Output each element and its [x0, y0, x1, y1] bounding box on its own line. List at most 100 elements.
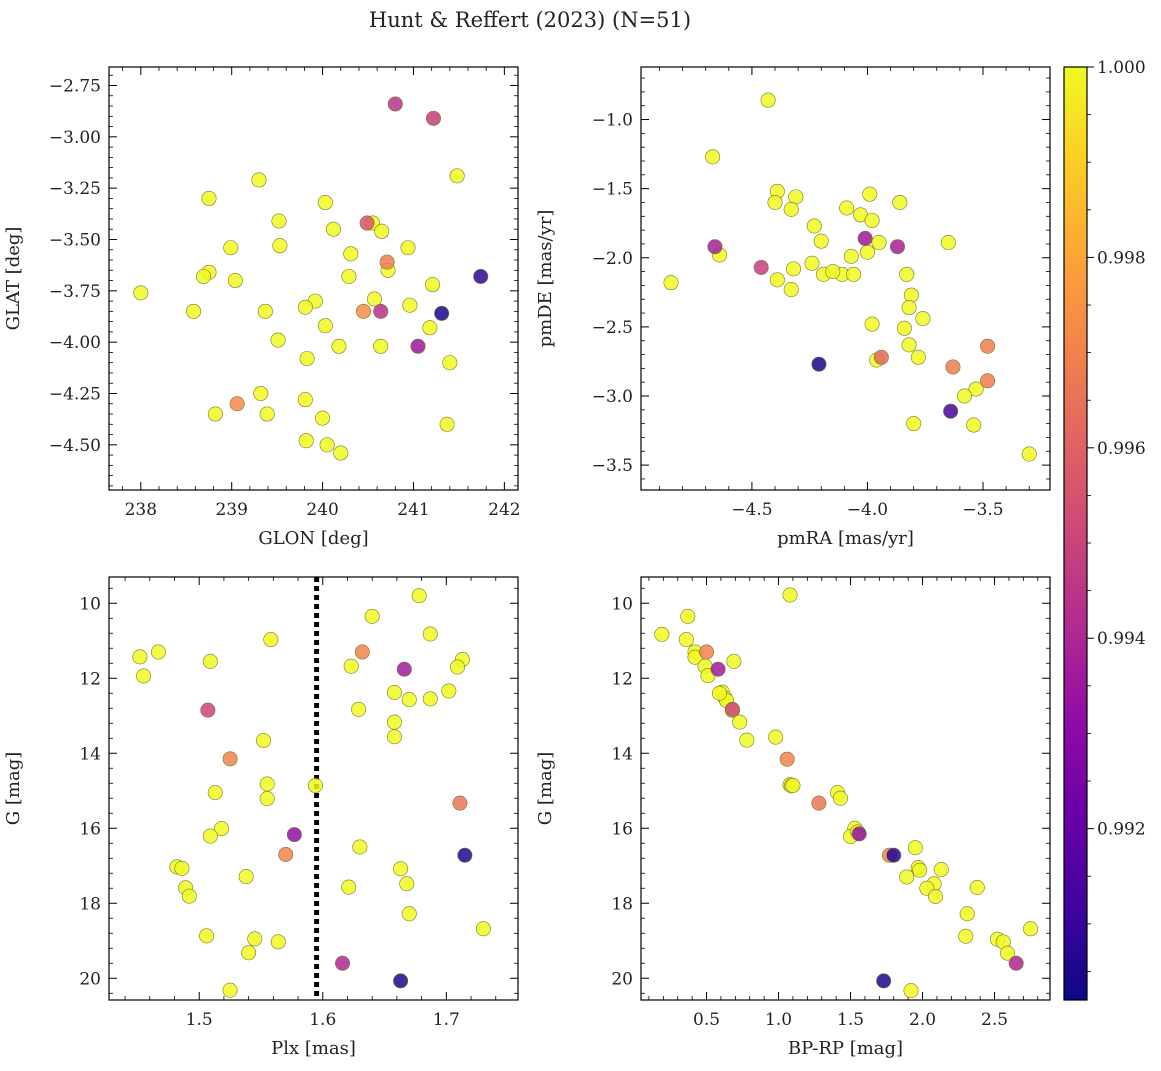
y-tick-label: −3.50: [49, 230, 101, 250]
scatter-point: [259, 791, 275, 807]
x-axis-label: BP-RP [mag]: [788, 1038, 903, 1059]
scatter-point: [202, 828, 218, 844]
scatter-point: [678, 632, 694, 648]
scatter-point: [876, 973, 892, 989]
colorbar-tick-label: 0.998: [1097, 248, 1146, 268]
figure-title: Hunt & Reffert (2023) (N=51): [369, 8, 691, 32]
scatter-point: [364, 608, 380, 624]
x-axis-label: Plx [mas]: [271, 1038, 356, 1059]
scatter-point: [259, 776, 275, 792]
x-tick-label: 239: [215, 500, 247, 520]
colorbar-tick-label: 0.992: [1097, 820, 1146, 840]
scatter-point: [307, 777, 323, 793]
y-tick-label: 18: [79, 894, 101, 914]
scatter-point: [352, 839, 368, 855]
scatter-point: [475, 921, 491, 937]
y-tick-label: 16: [611, 819, 633, 839]
scatter-point: [813, 233, 829, 249]
scatter-point: [739, 732, 755, 748]
scatter-point: [957, 388, 973, 404]
scatter-point: [783, 282, 799, 298]
scatter-point: [422, 691, 438, 707]
scatter-point: [229, 396, 245, 412]
y-axis-label: GLAT [deg]: [3, 227, 24, 331]
scatter-point: [401, 692, 417, 708]
scatter-point: [201, 190, 217, 206]
scatter-point: [864, 316, 880, 332]
scatter-point: [873, 349, 889, 365]
scatter-point: [401, 906, 417, 922]
scatter-point: [980, 338, 996, 354]
scatter-point: [286, 827, 302, 843]
scatter-point: [901, 337, 917, 353]
scatter-point: [906, 416, 922, 432]
scatter-point: [711, 685, 727, 701]
scatter-point: [297, 392, 313, 408]
scatter-point: [680, 608, 696, 624]
scatter-point: [732, 714, 748, 730]
scatter-point: [186, 303, 202, 319]
scatter-point: [839, 200, 855, 216]
x-tick-label: −3.5: [962, 500, 1003, 520]
scatter-point: [373, 303, 389, 319]
scatter-point: [366, 291, 382, 307]
scatter-point: [1021, 446, 1037, 462]
scatter-point: [393, 973, 409, 989]
scatter-point: [769, 272, 785, 288]
scatter-point: [270, 934, 286, 950]
y-axis-label: G [mag]: [535, 752, 556, 825]
x-tick-label: 238: [125, 500, 157, 520]
scatter-point: [133, 285, 149, 301]
scatter-point: [782, 587, 798, 603]
scatter-point: [223, 240, 239, 256]
panel-plx_g: 1.5 1.6 1.7 10 12 14 16 18 20 Plx [mas] G [mag]: [3, 576, 519, 1059]
scatter-point: [272, 238, 288, 254]
scatter-point: [767, 194, 783, 210]
scatter-point: [958, 928, 974, 944]
scatter-point: [439, 416, 455, 432]
scatter-point: [910, 349, 926, 365]
scatter-point: [227, 273, 243, 289]
scatter-point: [779, 751, 795, 767]
y-tick-label: −3.5: [592, 456, 633, 476]
scatter-point: [278, 846, 294, 862]
scatter-point: [200, 702, 216, 718]
scatter-point: [355, 303, 371, 319]
scatter-point: [422, 626, 438, 642]
scatter-point: [786, 261, 802, 277]
scatter-point: [399, 876, 415, 892]
scatter-point: [705, 149, 721, 165]
scatter-point: [257, 303, 273, 319]
scatter-point: [333, 445, 349, 461]
scatter-point: [654, 626, 670, 642]
scatter-point: [851, 826, 867, 842]
scatter-point: [253, 385, 269, 401]
y-tick-label: −1.5: [592, 180, 633, 200]
panel-glon_glat: 238 239 240 241 242 −2.75 −3.00 −3.25 −3.50 −3.75…: [3, 66, 521, 549]
y-tick-label: 14: [611, 744, 633, 764]
y-tick-label: 10: [79, 594, 101, 614]
x-tick-label: 1.6: [309, 1010, 336, 1030]
scatter-point: [255, 732, 271, 748]
scatter-point: [434, 305, 450, 321]
scatter-point: [373, 338, 389, 354]
scatter-point: [966, 417, 982, 433]
scatter-point: [400, 240, 416, 256]
scatter-point: [785, 777, 801, 793]
scatter-point: [441, 683, 457, 699]
scatter-point: [707, 239, 723, 255]
scatter-point: [351, 701, 367, 717]
scatter-point: [859, 244, 875, 260]
y-tick-label: 16: [79, 819, 101, 839]
scatter-point: [263, 632, 279, 648]
y-tick-label: −2.0: [592, 249, 633, 269]
scatter-point: [386, 714, 402, 730]
scatter-point: [317, 195, 333, 211]
y-tick-label: 20: [611, 969, 633, 989]
scatter-point: [940, 235, 956, 251]
scatter-point: [449, 168, 465, 184]
scatter-point: [980, 373, 996, 389]
scatter-point: [207, 406, 223, 422]
scatter-point: [710, 661, 726, 677]
scatter-point: [222, 751, 238, 767]
